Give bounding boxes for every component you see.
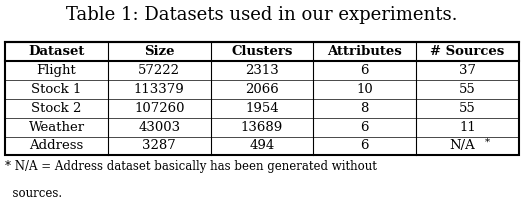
Text: sources.: sources. (5, 187, 62, 200)
Text: 107260: 107260 (134, 102, 184, 115)
Text: 494: 494 (249, 139, 275, 152)
Text: Dataset: Dataset (28, 45, 85, 58)
Text: 8: 8 (361, 102, 369, 115)
Text: 2313: 2313 (245, 64, 279, 77)
Text: 6: 6 (361, 64, 369, 77)
Text: 37: 37 (459, 64, 476, 77)
Text: Flight: Flight (37, 64, 77, 77)
Text: 6: 6 (361, 139, 369, 152)
Text: *: * (485, 137, 490, 146)
Text: Address: Address (29, 139, 84, 152)
Text: 113379: 113379 (134, 83, 184, 96)
Text: 55: 55 (459, 83, 476, 96)
Text: Stock 2: Stock 2 (31, 102, 82, 115)
Text: Clusters: Clusters (231, 45, 293, 58)
Text: Weather: Weather (28, 121, 85, 134)
Text: 1954: 1954 (245, 102, 279, 115)
Text: 10: 10 (356, 83, 373, 96)
Text: 57222: 57222 (138, 64, 180, 77)
Text: * N/A = Address dataset basically has been generated without: * N/A = Address dataset basically has be… (5, 160, 377, 173)
Text: Size: Size (144, 45, 174, 58)
Text: 11: 11 (459, 121, 476, 134)
Text: 43003: 43003 (138, 121, 180, 134)
Text: 6: 6 (361, 121, 369, 134)
Text: 13689: 13689 (241, 121, 283, 134)
Text: 3287: 3287 (143, 139, 176, 152)
Text: # Sources: # Sources (430, 45, 505, 58)
Text: 2066: 2066 (245, 83, 279, 96)
Text: N/A: N/A (449, 139, 475, 152)
Text: Table 1: Datasets used in our experiments.: Table 1: Datasets used in our experiment… (66, 6, 458, 24)
Text: 55: 55 (459, 102, 476, 115)
Text: Stock 1: Stock 1 (31, 83, 82, 96)
Text: Attributes: Attributes (328, 45, 402, 58)
